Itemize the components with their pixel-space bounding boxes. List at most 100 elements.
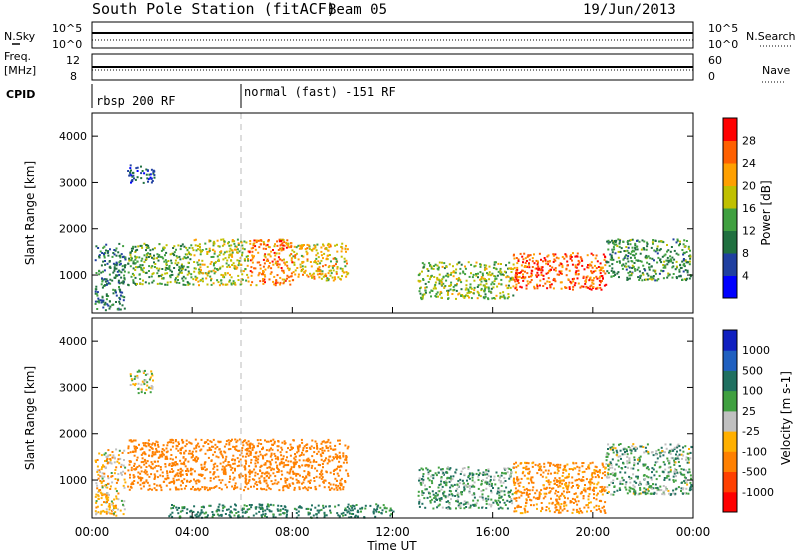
data-cell (212, 255, 215, 258)
data-cell (592, 282, 595, 285)
data-cell (536, 496, 539, 499)
data-cell (634, 490, 637, 493)
data-cell (632, 467, 635, 470)
data-cell (256, 445, 259, 448)
data-cell (552, 254, 555, 257)
data-cell (101, 472, 104, 475)
data-cell (318, 272, 321, 275)
data-cell (121, 265, 124, 268)
data-cell (601, 490, 604, 492)
data-cell (282, 282, 285, 285)
data-cell (445, 274, 448, 277)
data-cell (607, 448, 609, 450)
data-cell (644, 269, 647, 272)
data-cell (525, 493, 528, 496)
data-cell (516, 266, 519, 269)
data-cell (122, 503, 124, 506)
data-cell (554, 482, 556, 485)
data-cell (518, 490, 521, 493)
data-cell (667, 272, 670, 275)
data-cell (231, 511, 233, 514)
data-cell (615, 239, 618, 242)
data-cell (517, 505, 520, 508)
data-cell (331, 276, 334, 279)
data-cell (252, 444, 255, 447)
data-cell (488, 503, 491, 506)
data-cell (129, 485, 132, 488)
data-cell (203, 263, 206, 266)
data-cell (525, 465, 528, 468)
data-cell (121, 295, 124, 298)
data-cell (525, 265, 528, 268)
data-cell (620, 247, 623, 250)
data-cell (471, 472, 474, 475)
data-cell (332, 483, 335, 486)
data-cell (521, 255, 524, 258)
data-cell (427, 491, 430, 493)
data-cell (460, 295, 463, 297)
data-cell (484, 293, 487, 296)
data-cell (307, 465, 310, 468)
data-cell (234, 482, 237, 485)
data-cell (427, 269, 430, 272)
data-cell (492, 501, 495, 504)
data-cell (566, 260, 569, 263)
data-cell (605, 463, 608, 465)
data-cell (336, 488, 339, 491)
data-cell (489, 478, 492, 481)
data-cell (344, 514, 347, 516)
data-cell (249, 442, 252, 445)
data-cell (425, 286, 428, 289)
data-cell (113, 263, 116, 266)
data-cell (340, 477, 343, 480)
data-cell (101, 485, 104, 488)
data-cell (678, 465, 681, 467)
data-cell (175, 456, 177, 459)
data-cell (604, 264, 607, 267)
data-cell (318, 476, 321, 479)
data-cell (264, 512, 267, 515)
data-cell (210, 441, 213, 444)
data-cell (260, 443, 263, 445)
data-cell (654, 453, 657, 456)
data-cell (472, 492, 475, 495)
data-cell (474, 264, 477, 267)
data-cell (566, 463, 569, 466)
data-cell (270, 250, 273, 253)
data-cell (231, 467, 234, 470)
data-cell (643, 474, 646, 476)
data-cell (674, 479, 677, 482)
data-cell (115, 481, 118, 484)
data-cell (503, 490, 506, 493)
data-cell (680, 473, 683, 476)
data-cell (687, 261, 690, 264)
data-cell (151, 454, 154, 457)
data-cell (599, 510, 602, 513)
data-cell (254, 462, 257, 465)
data-cell (342, 461, 345, 464)
data-cell (450, 283, 452, 286)
data-cell (573, 284, 576, 287)
data-cell (285, 246, 288, 249)
data-cell (302, 459, 305, 462)
data-cell (117, 251, 120, 254)
data-cell (479, 265, 482, 268)
data-cell (590, 478, 593, 481)
data-cell (468, 473, 471, 476)
data-cell (626, 453, 629, 456)
data-cell (162, 247, 165, 250)
data-cell (670, 246, 673, 248)
data-cell (136, 466, 139, 468)
data-cell (112, 288, 115, 291)
data-cell (155, 489, 158, 491)
data-cell (173, 481, 176, 484)
data-cell (255, 457, 258, 460)
data-cell (301, 464, 304, 467)
data-cell (342, 511, 345, 514)
data-cell (563, 505, 566, 508)
data-cell (142, 372, 145, 374)
data-cell (103, 284, 106, 287)
data-cell (99, 475, 102, 478)
data-cell (640, 260, 643, 263)
data-cell (274, 284, 277, 287)
